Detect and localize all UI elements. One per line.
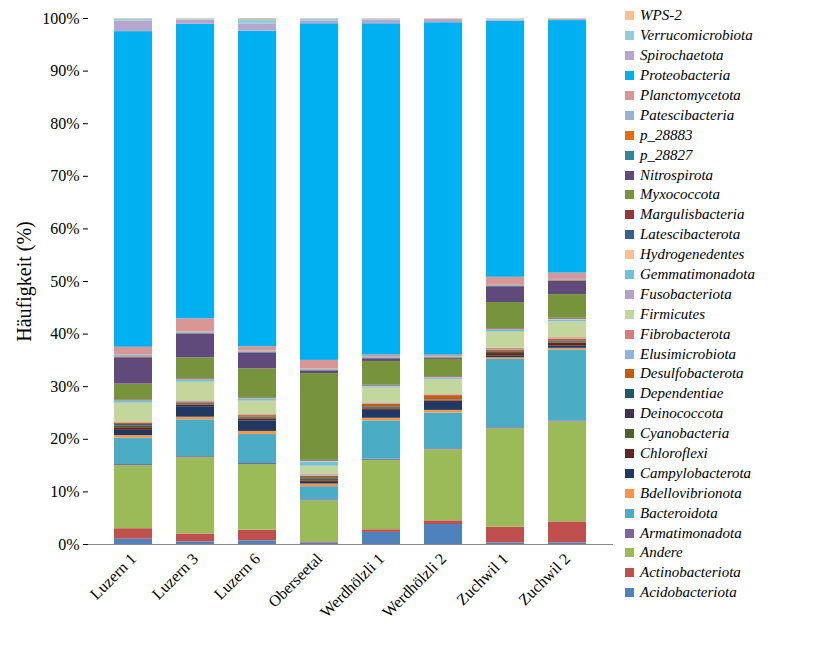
svg-text:40%: 40% <box>50 325 79 342</box>
svg-text:10%: 10% <box>50 483 79 500</box>
svg-text:100%: 100% <box>42 10 79 27</box>
html-text:Bdellovibrionota: Bdellovibrionota <box>640 484 742 501</box>
svg-text:Werdhölzli 2: Werdhölzli 2 <box>379 550 449 620</box>
html-text:Myxococcota: Myxococcota <box>640 186 720 203</box>
html-text:Actinobacteriota: Actinobacteriota <box>640 564 741 581</box>
html-text:p_28883: p_28883 <box>640 126 693 143</box>
svg-text:Oberseetal: Oberseetal <box>265 550 326 611</box>
html-text:Acidobacteriota: Acidobacteriota <box>640 584 737 601</box>
html-text:Dependentiae: Dependentiae <box>640 385 724 402</box>
html-text:Spirochaetota: Spirochaetota <box>640 47 724 64</box>
html-text:Nitrospirota: Nitrospirota <box>640 166 714 183</box>
svg-text:90%: 90% <box>50 62 79 79</box>
html-text:Proteobacteria: Proteobacteria <box>640 67 731 84</box>
html-text:Cyanobacteria: Cyanobacteria <box>640 425 730 442</box>
html-text:Deinococcota: Deinococcota <box>640 405 724 422</box>
html-text:Andere: Andere <box>640 544 683 561</box>
html-text:Hydrogenedentes: Hydrogenedentes <box>640 246 745 263</box>
html-text:Verrucomicrobiota: Verrucomicrobiota <box>640 27 753 44</box>
html-text:Fusobacteriota: Fusobacteriota <box>640 285 732 302</box>
svg-text:80%: 80% <box>50 115 79 132</box>
html-text:Fibrobacterota: Fibrobacterota <box>640 325 731 342</box>
svg-text:Häufigkeit (%): Häufigkeit (%) <box>13 221 36 342</box>
html-text:Bacteroidota: Bacteroidota <box>640 504 718 521</box>
svg-text:50%: 50% <box>50 273 79 290</box>
svg-text:Zuchwil 1: Zuchwil 1 <box>453 550 511 608</box>
html-text:Armatimonadota: Armatimonadota <box>640 524 742 541</box>
svg-text:Luzern 6: Luzern 6 <box>211 550 264 603</box>
html-text:Patescibacteria: Patescibacteria <box>640 106 735 123</box>
svg-text:Luzern 3: Luzern 3 <box>149 550 202 603</box>
svg-text:Luzern 1: Luzern 1 <box>87 550 140 603</box>
html-text:Latescibacterota: Latescibacterota <box>640 226 741 243</box>
svg-text:Werdhölzli 1: Werdhölzli 1 <box>317 550 387 620</box>
html-text:Chloroflexi: Chloroflexi <box>640 445 708 461</box>
html-text:WPS-2: WPS-2 <box>640 7 682 24</box>
svg-text:0%: 0% <box>58 536 79 553</box>
svg-text:20%: 20% <box>50 430 79 447</box>
html-text:Gemmatimonadota: Gemmatimonadota <box>640 266 755 282</box>
html-text:Firmicutes: Firmicutes <box>640 305 705 322</box>
html-text:p_28827: p_28827 <box>640 146 693 163</box>
svg-text:30%: 30% <box>50 378 79 395</box>
html-text:Desulfobacterota: Desulfobacterota <box>640 365 744 382</box>
svg-text:70%: 70% <box>50 167 79 184</box>
html-text:Elusimicrobiota: Elusimicrobiota <box>640 345 737 362</box>
html-text:Margulisbacteria: Margulisbacteria <box>640 206 745 223</box>
html-text:Planctomycetota: Planctomycetota <box>640 87 741 103</box>
html-text:Campylobacterota: Campylobacterota <box>640 464 752 481</box>
svg-text:60%: 60% <box>50 220 79 237</box>
svg-text:Zuchwil 2: Zuchwil 2 <box>515 550 573 608</box>
